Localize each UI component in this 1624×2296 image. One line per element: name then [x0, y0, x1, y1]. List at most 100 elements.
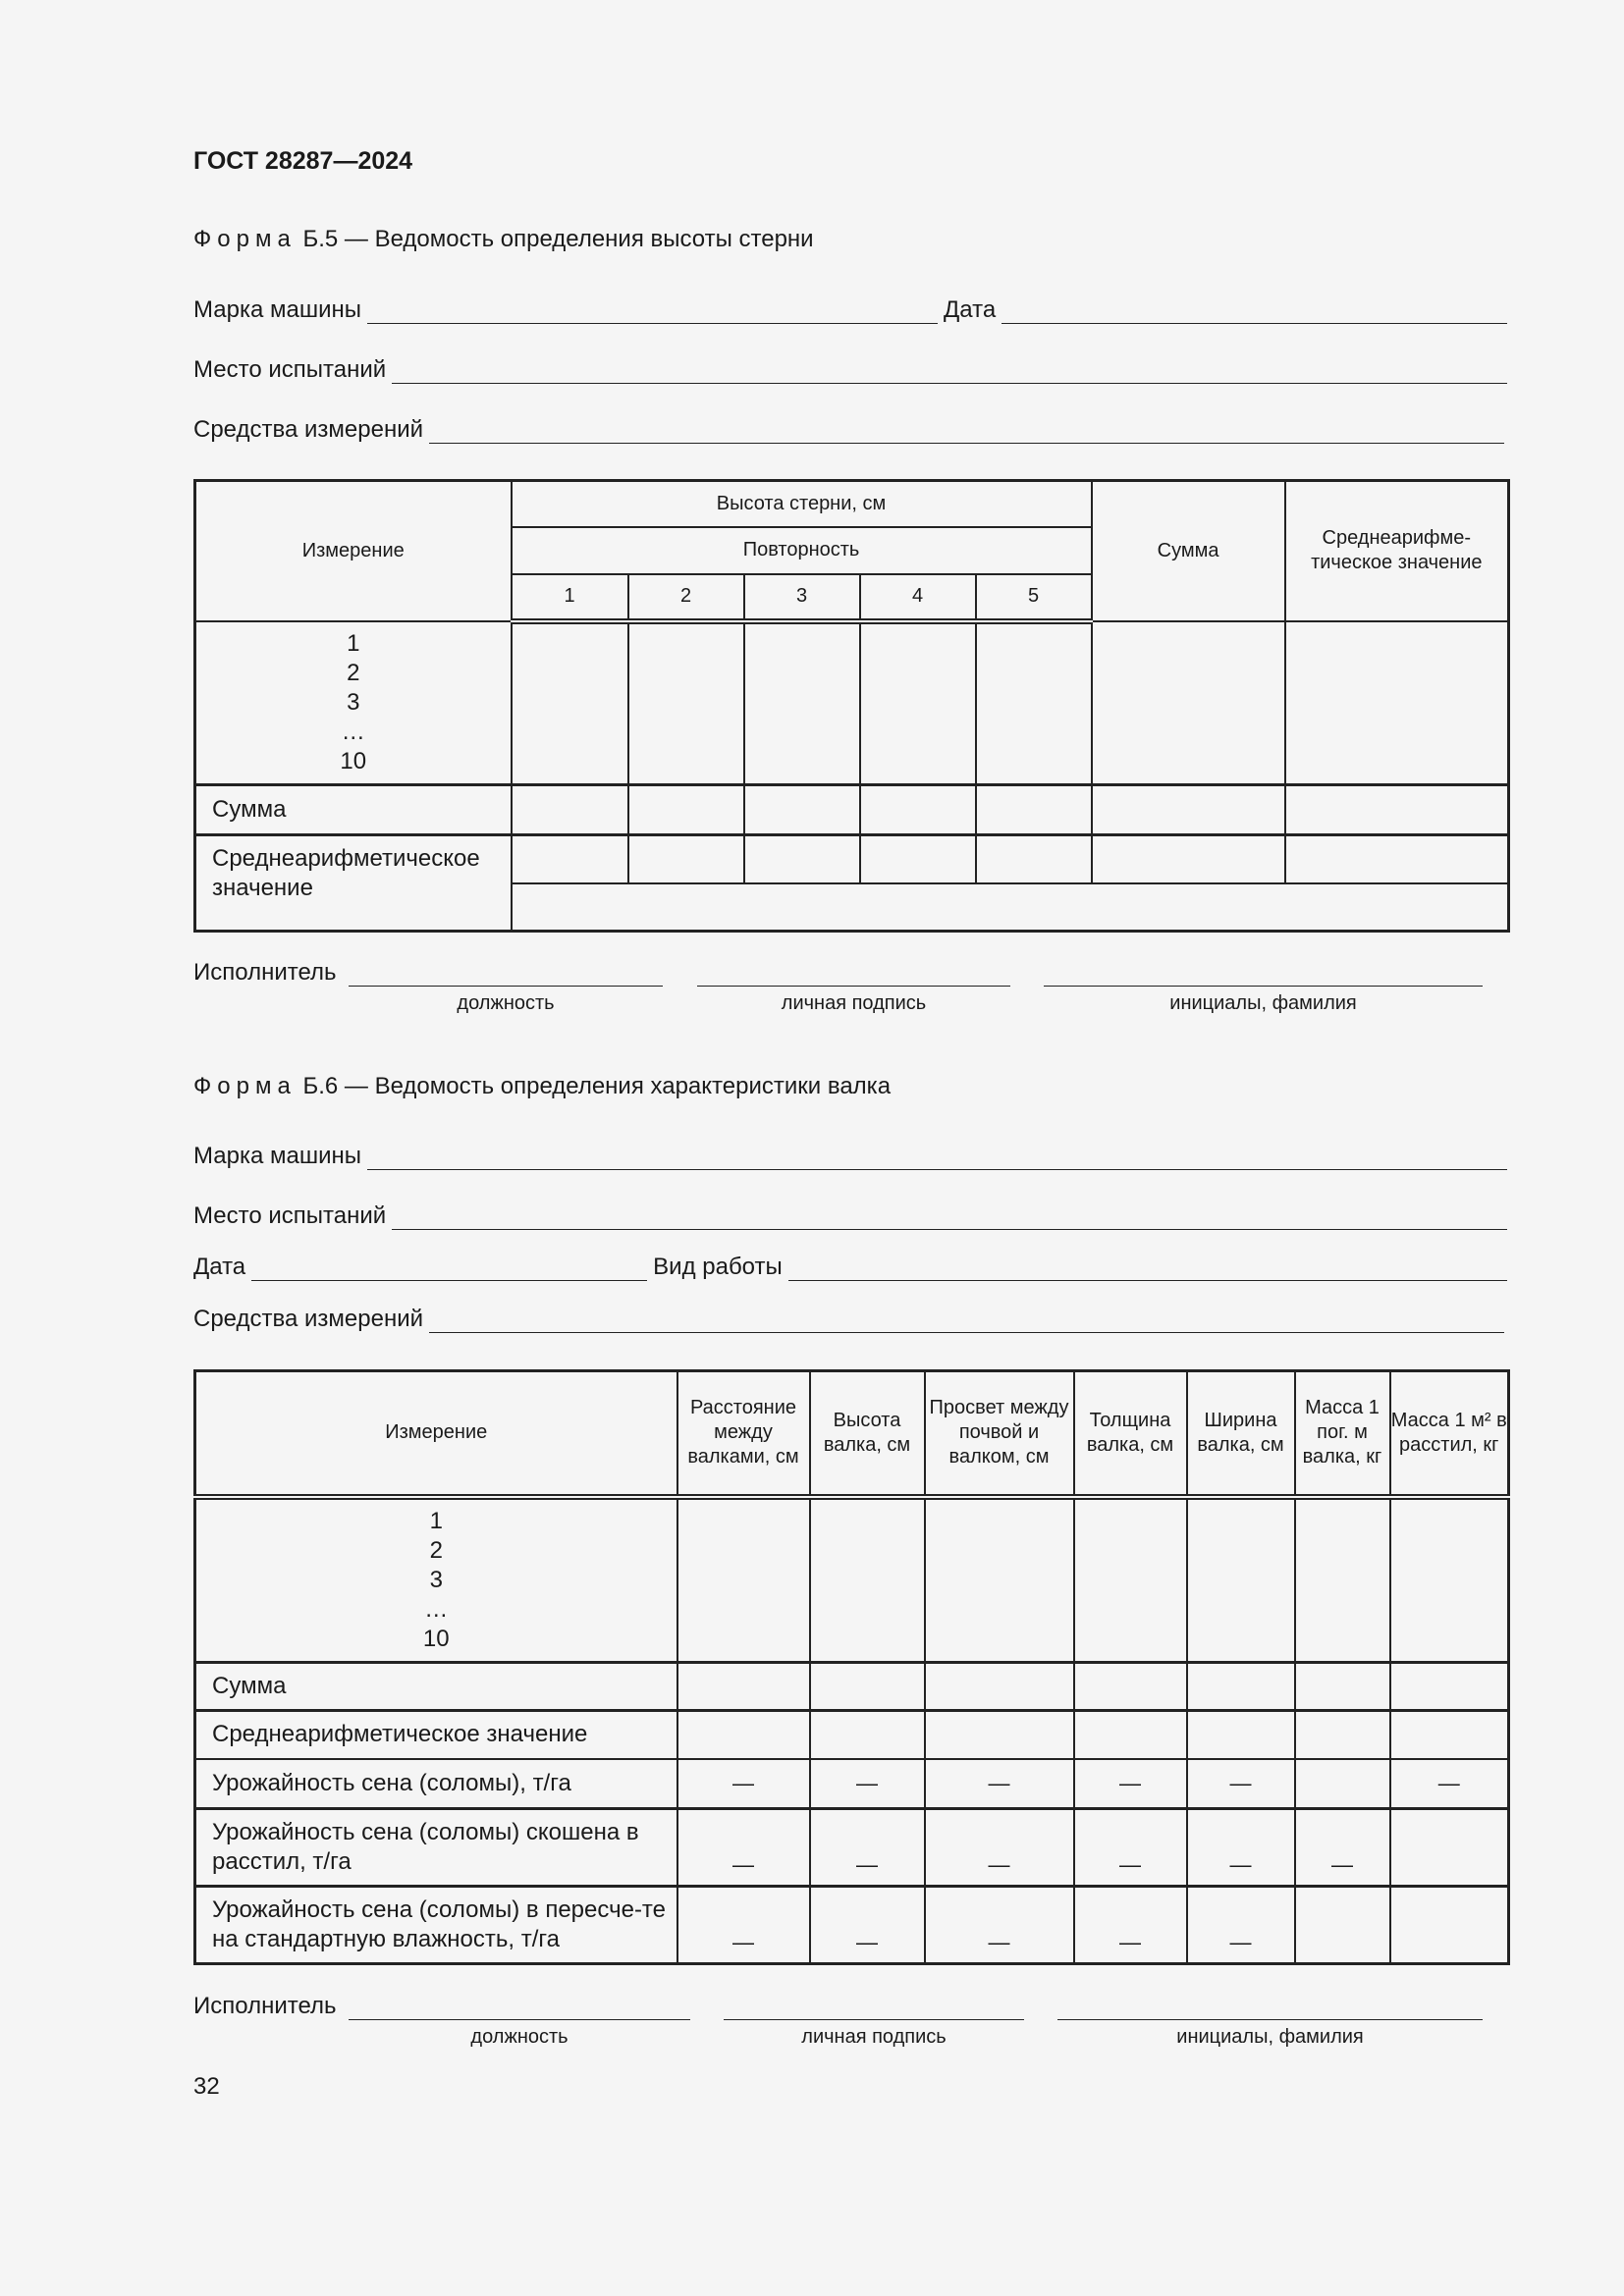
header-repetition: Повторность	[510, 525, 1093, 575]
cell[interactable]	[1293, 1709, 1391, 1760]
row-sum-label: Сумма	[193, 783, 513, 836]
header-rep-5: 5	[974, 572, 1093, 624]
cell[interactable]	[1185, 1709, 1296, 1760]
cell[interactable]	[1090, 619, 1286, 786]
cell[interactable]	[1388, 1709, 1510, 1760]
cell[interactable]	[1283, 783, 1510, 836]
work-input-line[interactable]	[787, 1258, 1507, 1281]
signature-line[interactable]	[697, 986, 1010, 987]
place-field-row: Место испытаний	[193, 354, 1507, 384]
header-rep-1: 1	[510, 572, 629, 624]
cell[interactable]	[858, 833, 977, 884]
dash-cell: —	[808, 1757, 926, 1810]
cell[interactable]	[923, 1661, 1075, 1712]
cell[interactable]	[923, 1495, 1075, 1664]
instruments-field-row: Средства измерений	[193, 414, 1504, 444]
cell[interactable]	[742, 619, 861, 786]
caption-name: инициалы, фамилия	[1169, 992, 1357, 1014]
table-row: Сумма	[193, 1661, 1510, 1712]
cell[interactable]	[742, 783, 861, 836]
measure-2: 2	[429, 1536, 443, 1564]
place-input-line[interactable]	[392, 1207, 1507, 1230]
place-input-line[interactable]	[392, 361, 1507, 384]
cell[interactable]	[1090, 833, 1286, 884]
executor-label: Исполнитель	[193, 1993, 337, 2019]
cell[interactable]	[676, 1661, 811, 1712]
stubble-height-table: Измерение Высота стерни, см Сумма Средне…	[193, 479, 1511, 933]
instruments-input-line[interactable]	[429, 1310, 1504, 1333]
cell[interactable]	[626, 783, 745, 836]
cell[interactable]	[974, 833, 1093, 884]
cell[interactable]	[510, 619, 629, 786]
cell[interactable]	[510, 783, 629, 836]
instruments-field-row: Средства измерений	[193, 1304, 1504, 1333]
machine-input-line[interactable]	[367, 1148, 1507, 1170]
dash-cell: —	[923, 1885, 1075, 1965]
date-input-line[interactable]	[1001, 301, 1507, 324]
cell[interactable]	[1293, 1757, 1391, 1810]
caption-name: инициалы, фамилия	[1176, 2026, 1364, 2048]
cell[interactable]	[1293, 1661, 1391, 1712]
windrow-table: Измерение Расстояние между валками, см В…	[193, 1369, 1510, 1965]
table-row: Урожайность сена (соломы), т/га — — — — — —	[193, 1757, 1510, 1810]
document-title: ГОСТ 28287—2024	[193, 147, 413, 175]
cell[interactable]	[1090, 783, 1286, 836]
cell[interactable]	[510, 833, 629, 884]
cell[interactable]	[1185, 1495, 1296, 1664]
header-rep-4: 4	[858, 572, 977, 624]
header-mass-per-m: Масса 1 пог. м валка, кг	[1293, 1369, 1391, 1500]
cell[interactable]	[1388, 1661, 1510, 1712]
cell[interactable]	[1388, 1885, 1510, 1965]
cell[interactable]	[676, 1709, 811, 1760]
cell[interactable]	[1072, 1495, 1188, 1664]
cell[interactable]	[974, 783, 1093, 836]
date-input-line[interactable]	[251, 1258, 648, 1281]
name-line[interactable]	[1044, 986, 1483, 987]
measure-numbers: 1 2 3 … 10	[193, 619, 513, 786]
cell[interactable]	[923, 1709, 1075, 1760]
header-mean: Среднеарифме-тическое значение	[1283, 479, 1510, 622]
measure-3: 3	[347, 688, 360, 716]
place-label: Место испытаний	[193, 1202, 387, 1229]
instruments-input-line[interactable]	[429, 421, 1504, 444]
machine-input-line[interactable]	[367, 301, 939, 324]
measure-10: 10	[422, 1625, 450, 1652]
dash-cell: —	[923, 1807, 1075, 1888]
cell-mean-total[interactable]	[510, 881, 1510, 933]
dash-cell: —	[1388, 1757, 1510, 1810]
cell[interactable]	[1283, 619, 1510, 786]
signature-line[interactable]	[724, 2019, 1024, 2020]
cell[interactable]	[1293, 1885, 1391, 1965]
cell[interactable]	[626, 619, 745, 786]
table-row: Сумма	[193, 783, 1510, 836]
cell[interactable]	[808, 1495, 926, 1664]
cell[interactable]	[858, 783, 977, 836]
cell[interactable]	[1388, 1495, 1510, 1664]
row-mean-label: Среднеарифметическое значение	[193, 833, 513, 933]
cell[interactable]	[1293, 1495, 1391, 1664]
cell[interactable]	[1388, 1807, 1510, 1888]
cell[interactable]	[1185, 1661, 1296, 1712]
cell[interactable]	[974, 619, 1093, 786]
cell[interactable]	[1072, 1709, 1188, 1760]
date-label: Дата	[944, 296, 997, 323]
form-label: Форма	[193, 1073, 297, 1099]
header-rep-3: 3	[742, 572, 861, 624]
name-line[interactable]	[1057, 2019, 1483, 2020]
cell[interactable]	[742, 833, 861, 884]
caption-signature: личная подпись	[781, 992, 927, 1014]
form-b5-title: Форма Б.5 — Ведомость определения высоты…	[193, 226, 814, 253]
cell[interactable]	[676, 1495, 811, 1664]
position-line[interactable]	[349, 2019, 690, 2020]
form-title-text: Б.6 — Ведомость определения характеристи…	[302, 1073, 892, 1099]
position-line[interactable]	[349, 986, 663, 987]
cell[interactable]	[808, 1709, 926, 1760]
cell[interactable]	[1072, 1661, 1188, 1712]
cell[interactable]	[1283, 833, 1510, 884]
header-rep-2: 2	[626, 572, 745, 624]
header-thickness: Толщина валка, см	[1072, 1369, 1188, 1500]
caption-position: должность	[457, 992, 555, 1014]
cell[interactable]	[808, 1661, 926, 1712]
cell[interactable]	[858, 619, 977, 786]
cell[interactable]	[626, 833, 745, 884]
